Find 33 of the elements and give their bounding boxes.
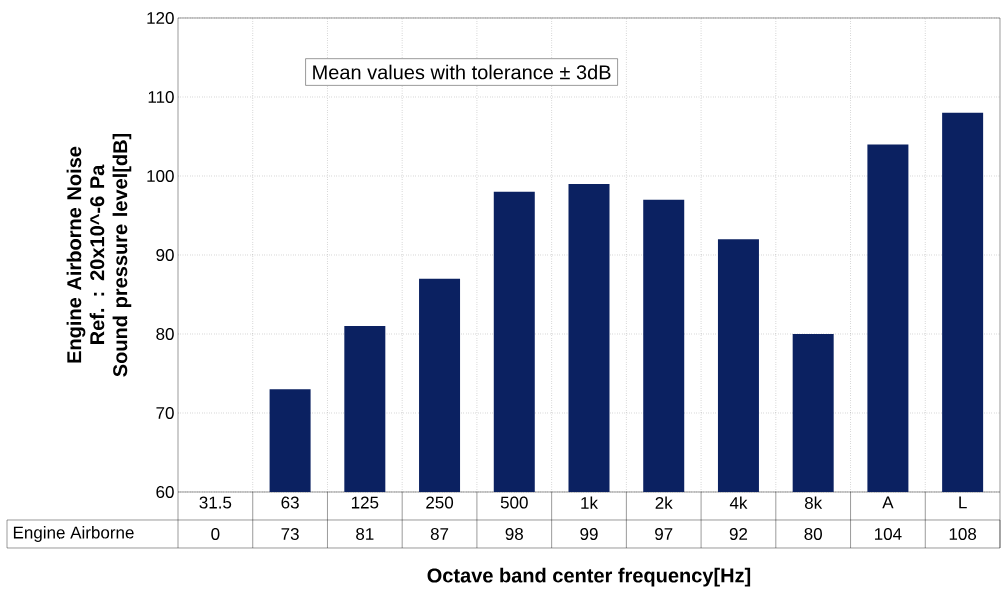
x-tick-label: A — [882, 496, 894, 509]
x-tick-label: 125 — [351, 496, 379, 509]
annotation: Mean values with tolerance ± 3dB — [313, 64, 611, 80]
y-tick-label: 80 — [156, 327, 174, 341]
data-label: 97 — [655, 527, 673, 541]
x-axis-title: Octave band center frequency[Hz] — [427, 567, 751, 587]
y-tick-label: 70 — [156, 406, 174, 420]
data-label: 104 — [875, 527, 902, 541]
x-tick-label: 250 — [426, 496, 454, 509]
data-label: 87 — [430, 527, 449, 541]
text: Engine Airborne — [13, 526, 134, 542]
y-tick-label: 100 — [147, 169, 174, 183]
y-tick-label: 60 — [156, 485, 174, 499]
x-tick-label: 8k — [804, 496, 823, 510]
y-tick-label: 90 — [156, 248, 174, 262]
x-tick-label: 1k — [581, 496, 599, 509]
x-tick-label: L — [959, 496, 967, 509]
y-tick-label: 110 — [148, 90, 174, 104]
data-label: 92 — [729, 527, 748, 541]
data-label: 98 — [505, 527, 523, 541]
x-tick-label: 63 — [281, 496, 299, 509]
data-label: 81 — [356, 527, 374, 541]
data-label: 80 — [804, 527, 822, 541]
x-tick-label: 4k — [729, 496, 748, 509]
data-label: 99 — [580, 527, 598, 541]
data-label: 73 — [281, 527, 299, 541]
text: 0 — [211, 527, 220, 541]
y-tick-label: 120 — [147, 11, 174, 25]
x-tick-label: 500 — [500, 496, 528, 509]
y-axis-title: Engine Airborne Noise Ref. : 20x10^-6 Pa Sound pressure level[dB] — [66, 133, 132, 377]
x-tick-label: 31.5 — [199, 496, 232, 509]
x-tick-label: 2k — [655, 496, 673, 509]
data-label: 108 — [949, 527, 977, 541]
